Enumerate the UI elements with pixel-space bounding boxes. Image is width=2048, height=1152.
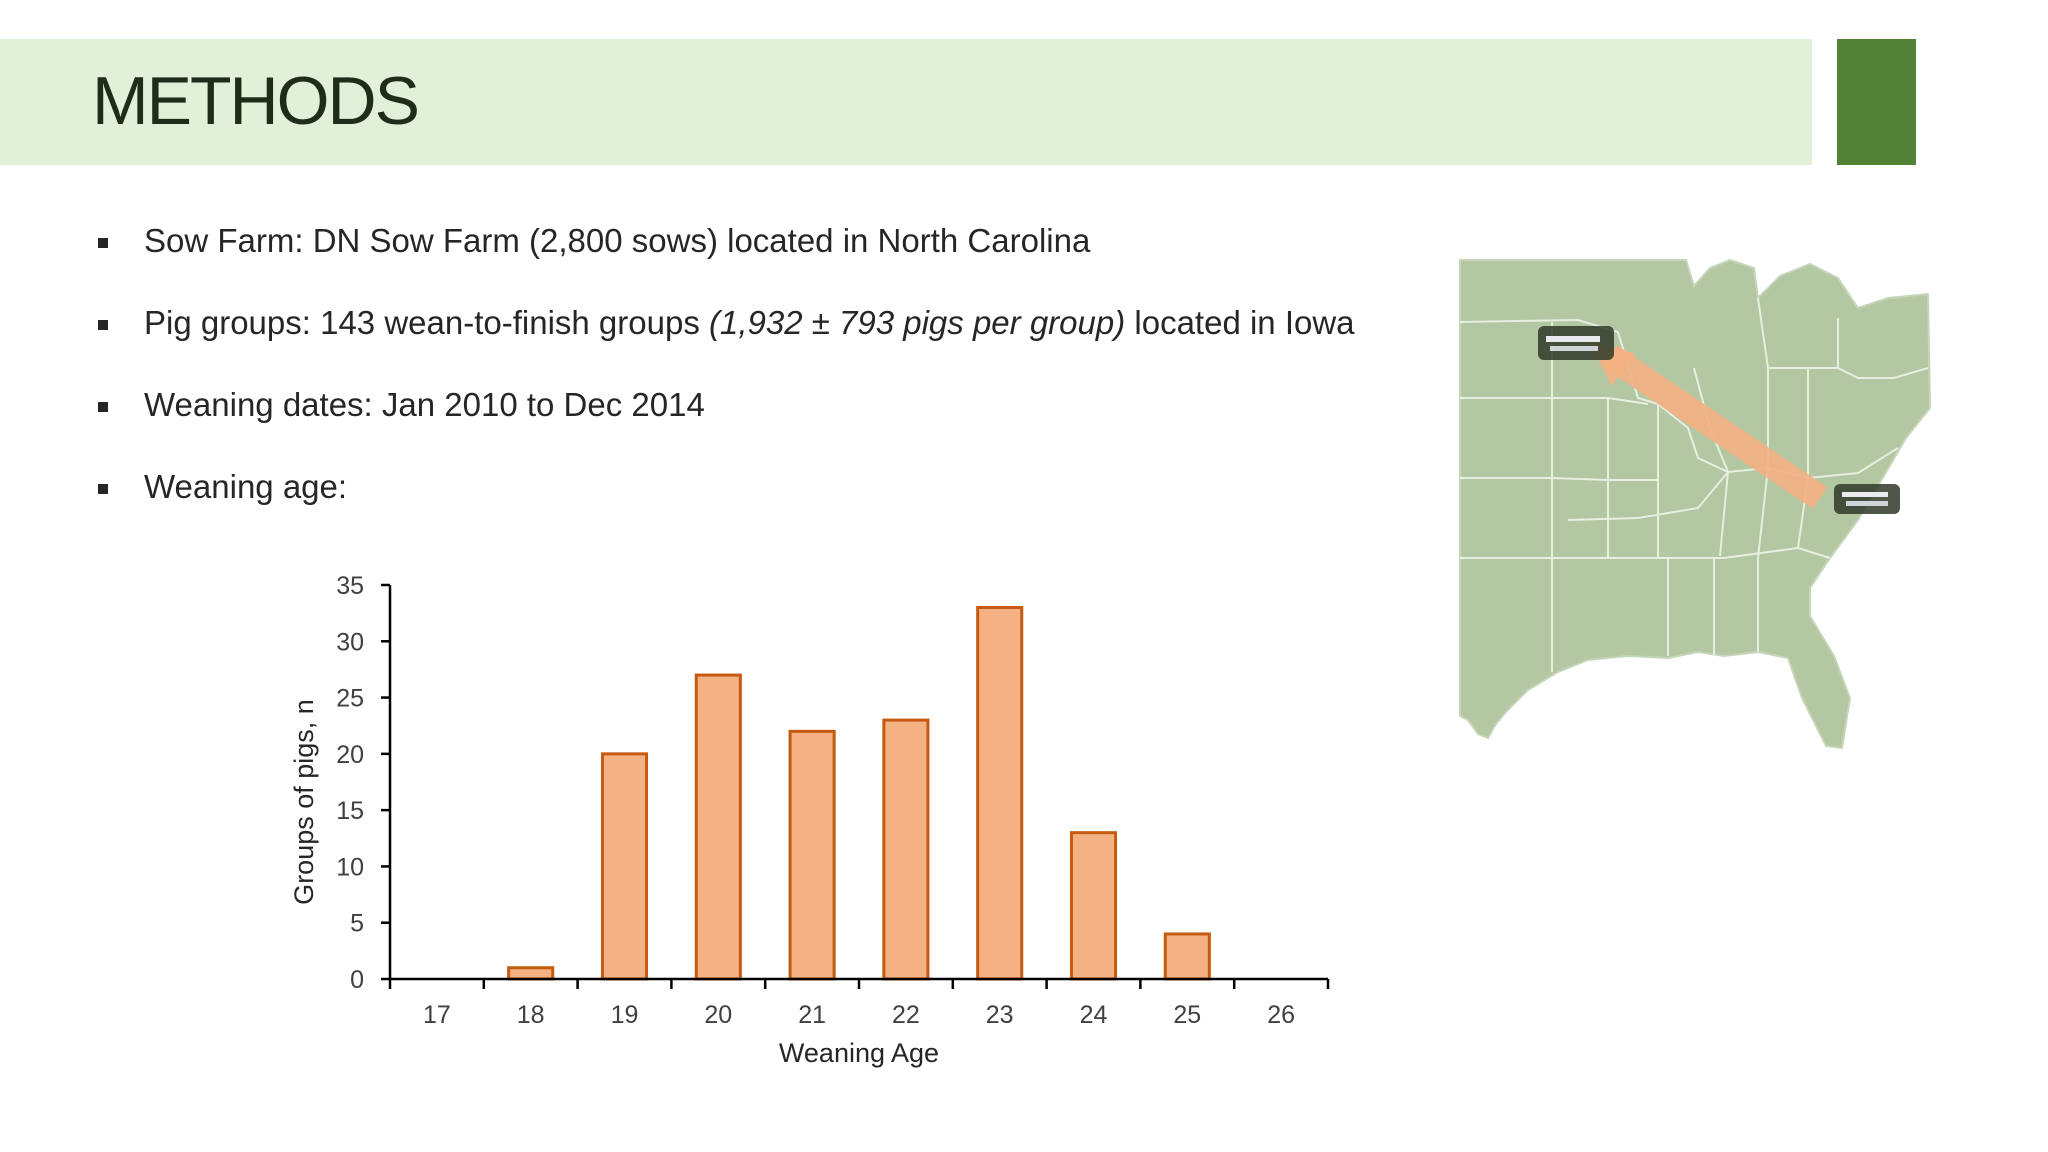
y-tick-label: 10 [336, 853, 364, 881]
x-tick-label: 20 [704, 1001, 732, 1029]
x-tick-label: 18 [517, 1001, 545, 1029]
y-tick-label: 15 [336, 797, 364, 825]
x-tick-label: 22 [892, 1001, 920, 1029]
bar-22 [882, 718, 930, 981]
y-tick-label: 5 [350, 910, 364, 938]
bar-18 [507, 966, 555, 981]
title-band [0, 39, 1812, 165]
x-axis-label: Weaning Age [779, 1038, 939, 1068]
bullet-text-pre: Pig groups: 143 wean-to-finish groups [144, 304, 709, 341]
y-tick-label: 20 [336, 741, 364, 769]
x-tick-label: 25 [1173, 1001, 1201, 1029]
bar-21 [788, 729, 836, 981]
y-tick-label: 0 [350, 966, 364, 994]
farm-icon-north-carolina [1834, 484, 1900, 514]
bar-series [507, 606, 1211, 981]
bullet-text: Pig groups: 143 wean-to-finish groups (1… [144, 304, 1355, 342]
y-tick-label: 25 [336, 685, 364, 713]
x-ticks: 17 18 19 20 21 22 23 24 25 26 [388, 979, 1330, 1029]
bullet-text-italic: (1,932 ± 793 pigs per group) [709, 304, 1126, 341]
bar-24 [1069, 831, 1118, 981]
bar-20 [694, 673, 742, 981]
bullet-text: Weaning age: [144, 468, 348, 505]
x-tick-label: 21 [798, 1001, 826, 1029]
bullet-text: Weaning dates: Jan 2010 to Dec 2014 [144, 386, 705, 423]
bar-25 [1163, 932, 1211, 981]
x-tick-label: 26 [1267, 1001, 1295, 1029]
x-tick-label: 23 [986, 1001, 1014, 1029]
bar-23 [976, 606, 1024, 981]
title-accent-block [1837, 39, 1916, 165]
bullet-marker-icon [98, 484, 108, 494]
bullet-marker-icon [98, 402, 108, 412]
route-arrow-shaft [1602, 345, 1828, 509]
state-borders [1459, 297, 1929, 672]
us-map-icon [1459, 258, 1932, 750]
x-tick-label: 17 [423, 1001, 451, 1029]
y-tick-label: 30 [336, 628, 364, 656]
bullet-marker-icon [98, 238, 108, 248]
y-tick-label: 35 [336, 572, 364, 600]
y-ticks: 0 5 10 15 20 25 30 35 [336, 572, 390, 994]
weaning-age-chart: 0 5 10 15 20 25 30 35 17 18 19 20 21 22 23 24 25 26 Wean… [289, 572, 1330, 1068]
bullet-text: Sow Farm: DN Sow Farm (2,800 sows) locat… [144, 222, 1091, 259]
bullet-text-post: located in Iowa [1125, 304, 1355, 341]
bar-19 [600, 752, 649, 981]
bullet-marker-icon [98, 320, 108, 330]
y-axis-label: Groups of pigs, n [289, 699, 319, 905]
map-land-shape [1459, 258, 1932, 750]
farm-icon-iowa [1538, 326, 1614, 360]
page-title: METHODS [92, 63, 420, 139]
x-tick-label: 24 [1080, 1001, 1108, 1029]
x-tick-label: 19 [611, 1001, 639, 1029]
